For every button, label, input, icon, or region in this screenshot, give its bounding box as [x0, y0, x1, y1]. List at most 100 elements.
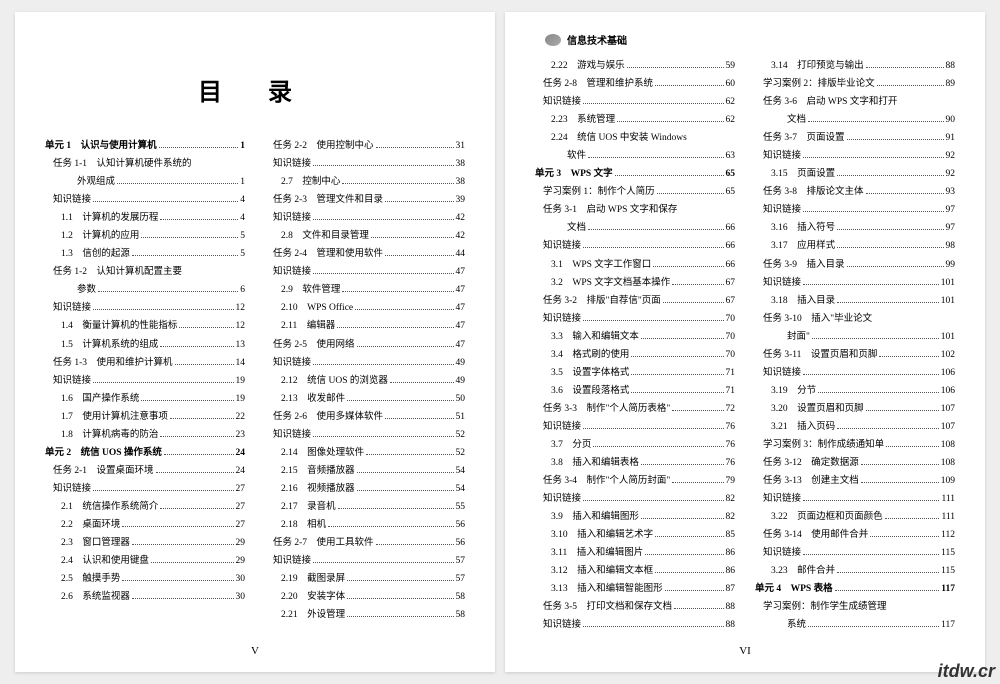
toc-entry: 知识链接27	[45, 480, 245, 498]
toc-label: 1.8 计算机病毒的防治	[61, 426, 158, 444]
toc-entry: 单元 2 统信 UOS 操作系统24	[45, 444, 245, 462]
left-columns: 单元 1 认识与使用计算机1任务 1-1 认知计算机硬件系统的外观组成1知识链接…	[45, 137, 465, 624]
toc-leader-dots	[583, 320, 723, 321]
toc-leader-dots	[583, 103, 723, 104]
toc-leader-dots	[837, 247, 943, 248]
toc-leader-dots	[93, 309, 233, 310]
toc-leader-dots	[847, 139, 944, 140]
toc-label: 任务 1-3 使用和维护计算机	[53, 354, 173, 372]
toc-leader-dots	[803, 500, 939, 501]
toc-leader-dots	[93, 382, 233, 383]
toc-page-number: 59	[726, 57, 736, 75]
toc-page-number: 62	[726, 111, 736, 129]
toc-entry: 知识链接62	[535, 93, 735, 111]
toc-leader-dots	[313, 273, 453, 274]
toc-page-number: 92	[946, 147, 956, 165]
toc-page-number: 97	[946, 201, 956, 219]
toc-leader-dots	[347, 580, 453, 581]
toc-page-number: 111	[941, 490, 955, 508]
toc-leader-dots	[803, 554, 939, 555]
toc-entry: 3.9 插入和编辑图形82	[535, 508, 735, 526]
toc-label: 学习案例 3：制作成绩通知单	[763, 436, 884, 454]
toc-leader-dots	[588, 157, 723, 158]
toc-page-number: 24	[236, 462, 246, 480]
toc-leader-dots	[808, 121, 943, 122]
footer-left: V	[15, 645, 495, 657]
toc-leader-dots	[347, 598, 453, 599]
toc-entry: 外观组成1	[45, 173, 245, 191]
toc-label: 1.4 衡量计算机的性能指标	[61, 317, 177, 335]
toc-entry: 1.6 国产操作系统19	[45, 390, 245, 408]
toc-label: 知识链接	[543, 237, 581, 255]
toc-label: 任务 2-5 使用网络	[273, 336, 355, 354]
toc-page-number: 13	[236, 336, 246, 354]
toc-label: 知识链接	[273, 426, 311, 444]
toc-entry: 2.2 桌面环境27	[45, 516, 245, 534]
toc-entry: 2.4 认识和使用键盘29	[45, 552, 245, 570]
toc-label: 知识链接	[273, 354, 311, 372]
toc-label: 文档	[787, 111, 806, 129]
toc-leader-dots	[98, 291, 238, 292]
toc-label: 知识链接	[543, 310, 581, 328]
toc-leader-dots	[837, 302, 939, 303]
toc-entry: 2.22 游戏与娱乐 59	[535, 57, 735, 75]
toc-page-number: 115	[941, 544, 955, 562]
toc-label: 知识链接	[543, 93, 581, 111]
toc-page-number: 27	[236, 498, 246, 516]
toc-page-number: 63	[726, 147, 736, 165]
toc-page-number: 12	[236, 299, 246, 317]
toc-page-number: 31	[456, 137, 466, 155]
toc-page-number: 99	[946, 256, 956, 274]
toc-leader-dots	[593, 446, 723, 447]
toc-label: 知识链接	[53, 372, 91, 390]
toc-leader-dots	[175, 364, 234, 365]
toc-leader-dots	[93, 201, 238, 202]
toc-entry: 1.8 计算机病毒的防治23	[45, 426, 245, 444]
toc-label: 2.22 游戏与娱乐	[551, 57, 625, 75]
toc-entry: 2.11 编辑器47	[265, 317, 465, 335]
toc-entry: 2.18 相机56	[265, 516, 465, 534]
toc-leader-dots	[866, 67, 944, 68]
toc-leader-dots	[583, 626, 723, 627]
header-text: 信息技术基础	[567, 32, 627, 47]
toc-label: 任务 3-11 设置页眉和页脚	[763, 346, 877, 364]
left-col-1: 单元 1 认识与使用计算机1任务 1-1 认知计算机硬件系统的外观组成1知识链接…	[45, 137, 245, 624]
toc-entry: 任务 1-3 使用和维护计算机14	[45, 354, 245, 372]
toc-label: 3.10 插入和编辑艺术字	[551, 526, 653, 544]
toc-label: 知识链接	[53, 480, 91, 498]
toc-page-number: 88	[726, 598, 736, 616]
toc-leader-dots	[313, 364, 453, 365]
toc-page-number: 60	[726, 75, 736, 93]
toc-label: 2.23 系统管理	[551, 111, 615, 129]
toc-entry: 2.5 触摸手势30	[45, 570, 245, 588]
toc-leader-dots	[674, 608, 723, 609]
toc-entry: 任务 3-2 排版"自荐信"页面67	[535, 292, 735, 310]
toc-label: 单元 4 WPS 表格	[755, 580, 833, 598]
toc-label: 单元 3 WPS 文字	[535, 165, 613, 183]
toc-label: 单元 2 统信 UOS 操作系统	[45, 444, 162, 462]
toc-page-number: 101	[941, 328, 955, 346]
toc-leader-dots	[132, 255, 238, 256]
toc-page-number: 87	[726, 580, 736, 598]
toc-label: 2.3 窗口管理器	[61, 534, 130, 552]
toc-entry: 知识链接 97	[755, 201, 955, 219]
toc-leader-dots	[665, 590, 724, 591]
toc-leader-dots	[847, 266, 944, 267]
toc-label: 2.7 控制中心	[281, 173, 340, 191]
toc-page-number: 50	[456, 390, 466, 408]
toc-entry: 3.7 分页76	[535, 436, 735, 454]
toc-entry: 3.23 邮件合并115	[755, 562, 955, 580]
toc-page-number: 65	[726, 165, 736, 183]
toc-label: 1.1 计算机的发展历程	[61, 209, 158, 227]
toc-entry: 2.23 系统管理 62	[535, 111, 735, 129]
toc-leader-dots	[160, 346, 233, 347]
toc-entry: 3.17 应用样式98	[755, 237, 955, 255]
toc-page-number: 79	[726, 472, 736, 490]
toc-leader-dots	[645, 554, 723, 555]
toc-label: 任务 3-9 插入目录	[763, 256, 845, 274]
toc-leader-dots	[615, 175, 724, 176]
toc-label: 知识链接	[763, 201, 801, 219]
toc-leader-dots	[390, 382, 454, 383]
toc-entry: 任务 2-8 管理和维护系统60	[535, 75, 735, 93]
toc-page-number: 107	[941, 418, 955, 436]
